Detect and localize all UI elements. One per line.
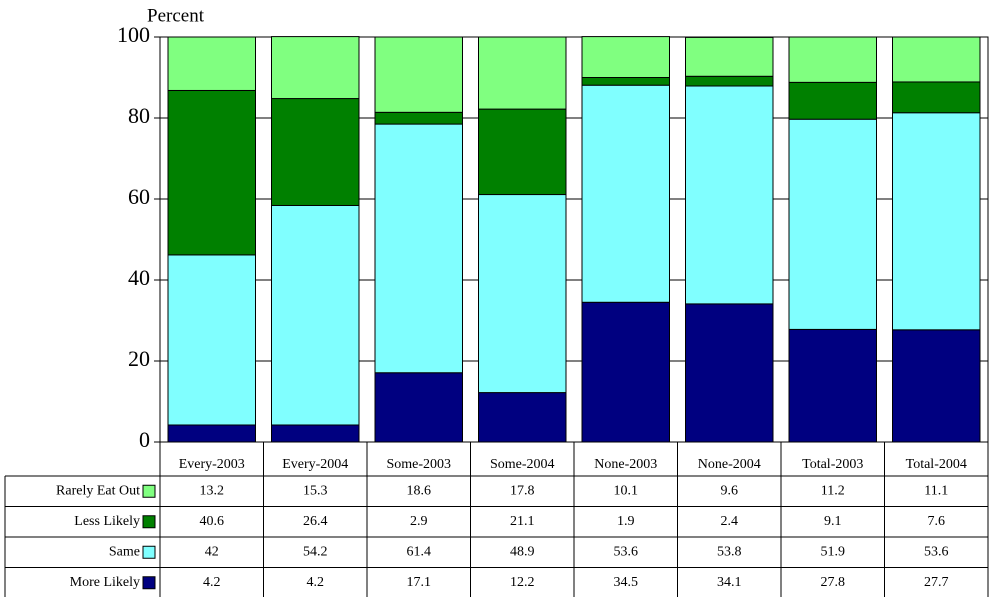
- y-tick-label: 100: [117, 22, 150, 47]
- table-value: 40.6: [200, 514, 225, 529]
- table-value: 53.8: [717, 544, 742, 559]
- bar-segment: [478, 194, 567, 394]
- table-value: 7.6: [928, 514, 946, 529]
- bar-segment: [478, 36, 567, 110]
- table-value: 4.2: [203, 575, 221, 590]
- legend-label: Less Likely: [74, 514, 140, 529]
- legend-label: Same: [109, 544, 140, 559]
- bar-segment: [892, 36, 981, 83]
- bar-segment: [892, 112, 981, 331]
- table-value: 53.6: [614, 544, 639, 559]
- y-tick-label: 80: [128, 103, 150, 128]
- table-value: 34.1: [717, 575, 742, 590]
- table-value: 9.6: [721, 483, 739, 498]
- category-label: None-2004: [698, 457, 761, 472]
- legend-label: Rarely Eat Out: [56, 483, 140, 498]
- table-value: 26.4: [303, 514, 328, 529]
- bar-segment: [685, 303, 774, 443]
- bar-segment: [271, 98, 360, 206]
- legend-swatch: [142, 484, 156, 498]
- legend-label: More Likely: [70, 575, 140, 590]
- legend-swatch: [142, 515, 156, 529]
- table-value: 17.1: [407, 575, 432, 590]
- category-label: None-2003: [594, 457, 657, 472]
- table-value: 4.2: [307, 575, 325, 590]
- category-label: Every-2003: [179, 457, 245, 472]
- bar-segment: [167, 424, 256, 443]
- y-tick-label: 40: [128, 265, 150, 290]
- table-value: 18.6: [407, 483, 432, 498]
- table-value: 51.9: [821, 544, 846, 559]
- table-value: 27.8: [821, 575, 846, 590]
- table-value: 10.1: [614, 483, 639, 498]
- y-axis-label: Percent: [147, 5, 205, 26]
- table-value: 61.4: [407, 544, 432, 559]
- bar-segment: [685, 75, 774, 87]
- bar-segment: [374, 372, 463, 443]
- bar-segment: [374, 36, 463, 113]
- legend-swatch: [142, 545, 156, 559]
- bar-segment: [581, 77, 670, 86]
- table-value: 13.2: [200, 483, 225, 498]
- table-value: 17.8: [510, 483, 535, 498]
- bar-segment: [167, 89, 256, 256]
- y-tick-label: 0: [139, 427, 150, 452]
- bar-segment: [788, 36, 877, 83]
- bar-segment: [478, 392, 567, 443]
- table-value: 53.6: [924, 544, 949, 559]
- bar-segment: [788, 118, 877, 330]
- category-label: Some-2004: [490, 457, 555, 472]
- bar-segment: [685, 36, 774, 77]
- category-label: Every-2004: [282, 457, 348, 472]
- table-value: 11.2: [821, 483, 845, 498]
- table-value: 2.4: [721, 514, 739, 529]
- y-tick-label: 60: [128, 184, 150, 209]
- table-value: 1.9: [617, 514, 635, 529]
- category-label: Some-2003: [386, 457, 451, 472]
- bar-segment: [271, 36, 360, 100]
- table-value: 34.5: [614, 575, 639, 590]
- bar-segment: [478, 108, 567, 196]
- bar-segment: [581, 301, 670, 443]
- bar-segment: [374, 111, 463, 125]
- bar-segment: [892, 329, 981, 443]
- bar-segment: [685, 85, 774, 305]
- table-value: 27.7: [924, 575, 949, 590]
- bar-segment: [271, 204, 360, 426]
- category-label: Total-2004: [906, 457, 967, 472]
- table-value: 11.1: [924, 483, 948, 498]
- legend-swatch: [142, 576, 156, 590]
- table-value: 12.2: [510, 575, 535, 590]
- bar-segment: [374, 123, 463, 374]
- table-value: 48.9: [510, 544, 535, 559]
- table-value: 9.1: [824, 514, 842, 529]
- y-tick-label: 20: [128, 346, 150, 371]
- table-value: 15.3: [303, 483, 328, 498]
- bar-segment: [271, 424, 360, 443]
- table-value: 42: [205, 544, 219, 559]
- bar-segment: [892, 81, 981, 114]
- bar-segment: [167, 254, 256, 426]
- bar-segment: [167, 36, 256, 91]
- table-value: 2.9: [410, 514, 428, 529]
- bar-segment: [581, 36, 670, 78]
- bar-segment: [581, 84, 670, 303]
- bar-segment: [788, 328, 877, 443]
- table-value: 54.2: [303, 544, 328, 559]
- category-label: Total-2003: [802, 457, 863, 472]
- bar-segment: [788, 81, 877, 120]
- table-value: 21.1: [510, 514, 535, 529]
